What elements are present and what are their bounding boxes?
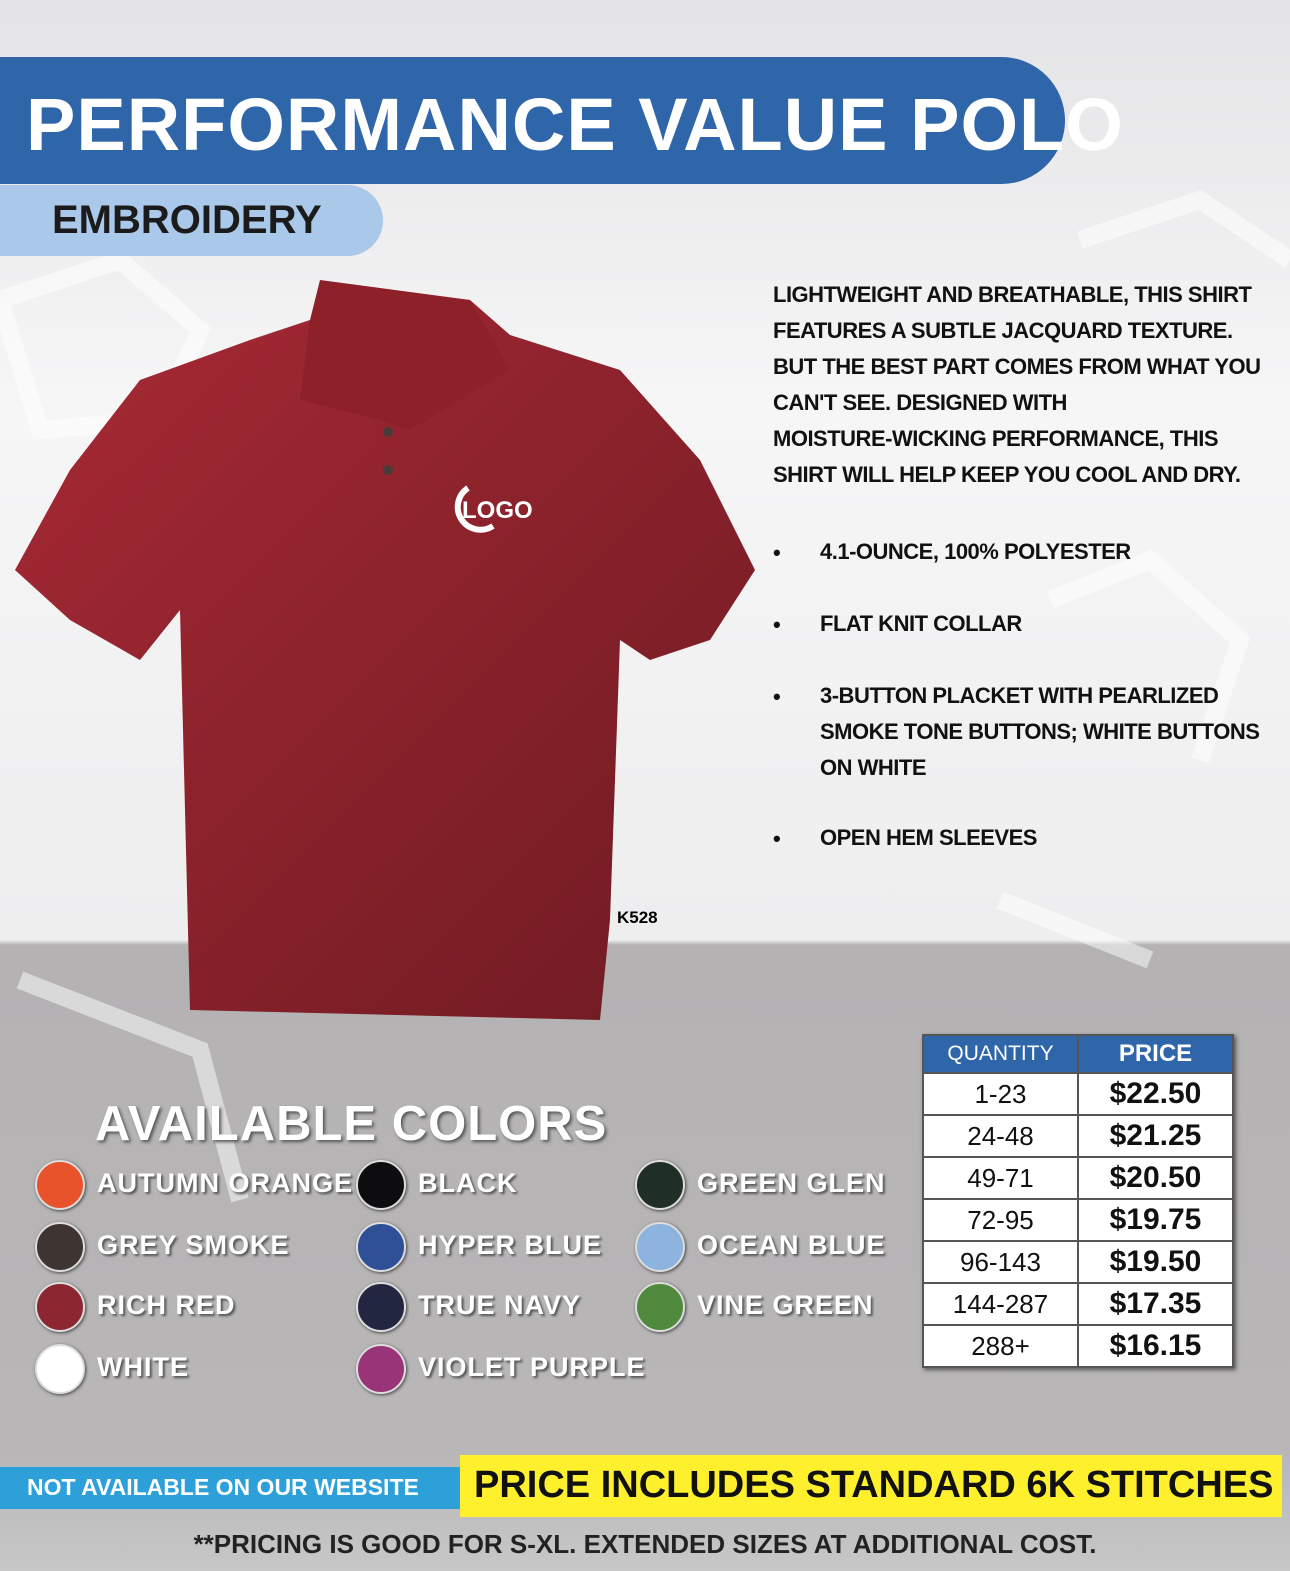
color-swatch <box>635 1222 685 1272</box>
description-line: FEATURES A SUBTLE JACQUARD TEXTURE. <box>773 318 1233 343</box>
table-row: 24-48 $21.25 <box>922 1114 1234 1158</box>
subtitle-banner <box>0 185 383 256</box>
polo-shirt: LOGO <box>15 280 755 1020</box>
table-row: 72-95 $19.75 <box>922 1198 1234 1242</box>
bullet: • <box>773 684 781 709</box>
color-swatch <box>635 1282 685 1332</box>
style-code: K528 <box>617 908 658 927</box>
description-line: MOISTURE-WICKING PERFORMANCE, THIS <box>773 426 1219 451</box>
website-note: NOT AVAILABLE ON OUR WEBSITE <box>27 1474 419 1500</box>
price-cell: $20.50 <box>1077 1156 1234 1200</box>
subtitle: EMBROIDERY <box>52 198 322 242</box>
table-row: 1-23 $22.50 <box>922 1072 1234 1116</box>
color-swatch <box>35 1222 85 1272</box>
color-name: BLACK <box>418 1168 518 1198</box>
bullet: • <box>773 540 781 565</box>
table-row: 49-71 $20.50 <box>922 1156 1234 1200</box>
color-swatch <box>635 1160 685 1210</box>
color-swatch <box>35 1344 85 1394</box>
stitch-banner <box>460 1455 1282 1517</box>
quantity-cell: 72-95 <box>922 1198 1079 1242</box>
color-name: HYPER BLUE <box>418 1230 603 1260</box>
title: PERFORMANCE VALUE POLO <box>26 83 1124 166</box>
quantity-cell: 96-143 <box>922 1240 1079 1284</box>
color-name: AUTUMN ORANGE <box>97 1168 353 1198</box>
website-banner <box>0 1467 462 1509</box>
price-cell: $16.15 <box>1077 1324 1234 1368</box>
description-line: BUT THE BEST PART COMES FROM WHAT YOU <box>773 354 1261 379</box>
color-name: VIOLET PURPLE <box>418 1352 646 1382</box>
feature: 4.1-OUNCE, 100% POLYESTER <box>820 539 1131 564</box>
color-name: VINE GREEN <box>697 1290 874 1320</box>
table-header: QUANTITY <box>922 1034 1079 1074</box>
color-name: GREEN GLEN <box>697 1168 886 1198</box>
logo-text: LOGO <box>462 497 533 524</box>
bullet: • <box>773 826 781 851</box>
price-cell: $19.75 <box>1077 1198 1234 1242</box>
sizing-note: **PRICING IS GOOD FOR S-XL. EXTENDED SIZ… <box>193 1529 1097 1559</box>
table-row: 96-143 $19.50 <box>922 1240 1234 1284</box>
description-line: CAN'T SEE. DESIGNED WITH <box>773 390 1067 415</box>
bullet: • <box>773 612 781 637</box>
color-name: GREY SMOKE <box>97 1230 290 1260</box>
feature: OPEN HEM SLEEVES <box>820 825 1037 850</box>
stitch-note: PRICE INCLUDES STANDARD 6K STITCHES <box>474 1464 1274 1506</box>
description-line: LIGHTWEIGHT AND BREATHABLE, THIS SHIRT <box>773 282 1252 307</box>
color-name: TRUE NAVY <box>418 1290 582 1320</box>
color-name: WHITE <box>97 1352 189 1382</box>
description-line: SHIRT WILL HELP KEEP YOU COOL AND DRY. <box>773 462 1241 487</box>
table-row: 144-287 $17.35 <box>922 1282 1234 1326</box>
quantity-cell: 1-23 <box>922 1072 1079 1116</box>
color-swatch <box>356 1282 406 1332</box>
title-banner <box>0 57 1065 184</box>
color-swatch <box>35 1160 85 1210</box>
quantity-cell: 24-48 <box>922 1114 1079 1158</box>
color-swatch <box>356 1222 406 1272</box>
price-cell: $21.25 <box>1077 1114 1234 1158</box>
colors-title: AVAILABLE COLORS <box>95 1097 608 1151</box>
price-cell: $19.50 <box>1077 1240 1234 1284</box>
price-table: QUANTITY PRICE 1-23 $22.50 24-48 $21.25 49-7… <box>922 1034 1234 1368</box>
feature: FLAT KNIT COLLAR <box>820 611 1022 636</box>
color-swatch <box>356 1160 406 1210</box>
color-name: OCEAN BLUE <box>697 1230 886 1260</box>
table-header: PRICE <box>1077 1034 1234 1074</box>
quantity-cell: 288+ <box>922 1324 1079 1368</box>
feature: 3-BUTTON PLACKET WITH PEARLIZED SMOKE TO… <box>820 683 1260 780</box>
color-swatch <box>35 1282 85 1332</box>
price-cell: $22.50 <box>1077 1072 1234 1116</box>
color-name: RICH RED <box>97 1290 236 1320</box>
table-row: 288+ $16.15 <box>922 1324 1234 1368</box>
quantity-cell: 144-287 <box>922 1282 1079 1326</box>
price-cell: $17.35 <box>1077 1282 1234 1326</box>
quantity-cell: 49-71 <box>922 1156 1079 1200</box>
color-swatch <box>356 1344 406 1394</box>
